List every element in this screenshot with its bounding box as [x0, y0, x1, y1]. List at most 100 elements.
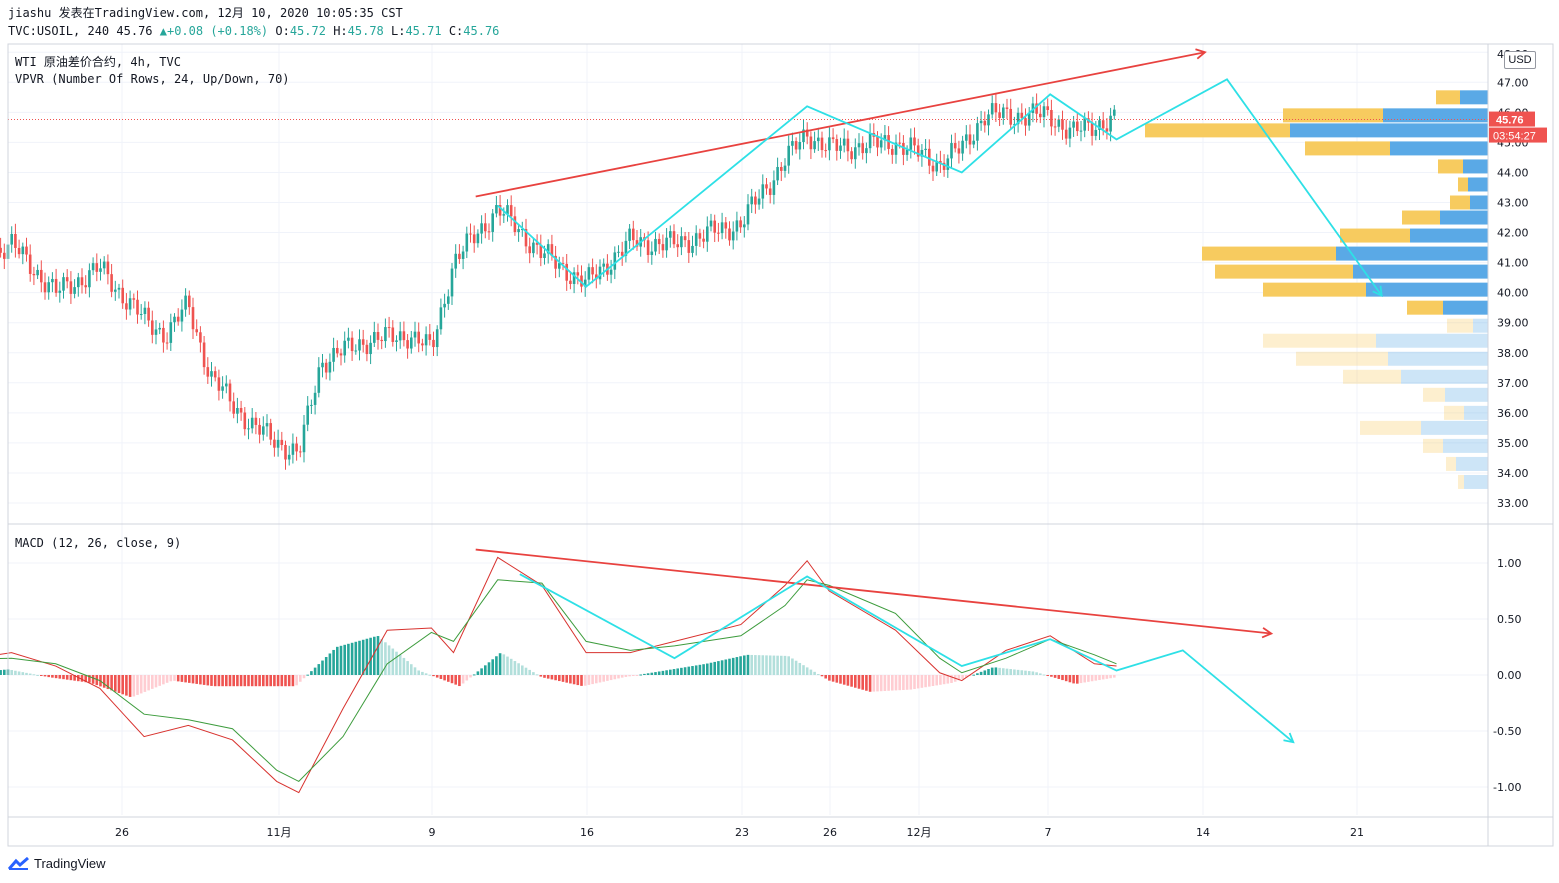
brand-text: TradingView	[34, 856, 106, 871]
candle-body	[868, 132, 872, 149]
macd-histogram-bar	[765, 655, 768, 675]
macd-histogram-bar	[213, 675, 217, 687]
candle-body	[310, 404, 313, 406]
macd-histogram-bar	[458, 675, 461, 687]
candle-body	[702, 238, 705, 242]
candle-body	[254, 417, 258, 425]
candle-body	[32, 273, 36, 276]
macd-histogram-bar	[835, 675, 839, 683]
candle-body	[491, 213, 494, 232]
candle-body	[461, 251, 465, 259]
price-tick-label: 37.00	[1497, 377, 1529, 390]
candle-body	[535, 242, 539, 245]
macd-histogram-bar	[1046, 675, 1049, 676]
vp-down-bar	[1423, 387, 1445, 402]
macd-legend[interactable]: MACD (12, 26, close, 9)	[15, 536, 182, 550]
macd-histogram-bar	[147, 675, 150, 691]
candle-body	[1046, 106, 1049, 111]
price-tick-label: 42.00	[1497, 227, 1529, 240]
macd-histogram-bar	[291, 675, 295, 687]
candle-body	[565, 263, 568, 281]
macd-histogram-bar	[839, 675, 842, 684]
macd-histogram-bar	[439, 675, 443, 679]
candle-body	[780, 166, 783, 171]
macd-trendline	[475, 548, 1272, 635]
macd-histogram-bar	[232, 675, 235, 687]
macd-histogram-bar	[465, 675, 469, 681]
macd-histogram-bar	[332, 649, 335, 675]
macd-histogram-bar	[236, 675, 239, 687]
macd-histogram-bar	[495, 656, 498, 675]
macd-histogram-bar	[306, 674, 309, 676]
macd-histogram-bar	[225, 675, 228, 687]
candle-body	[250, 417, 254, 429]
candle-body	[624, 240, 628, 256]
macd-histogram-bar	[243, 675, 247, 687]
instrument-legend[interactable]: WTI 原油差价合约, 4h, TVC	[15, 55, 181, 69]
candle-body	[965, 134, 968, 141]
candle-body	[136, 299, 139, 315]
macd-histogram-bar	[43, 675, 47, 677]
macd-histogram-bar	[683, 667, 687, 675]
candle-body	[776, 166, 779, 181]
candle-body	[498, 205, 502, 216]
macd-histogram-bar	[850, 675, 853, 687]
candle-body	[125, 303, 128, 310]
macd-histogram-bar	[1109, 675, 1112, 679]
vp-up-bar	[1473, 318, 1488, 333]
macd-histogram-bar	[169, 675, 173, 682]
candle-body	[350, 337, 354, 352]
macd-histogram-bar	[58, 675, 62, 679]
vp-down-bar	[1450, 195, 1470, 210]
macd-histogram-bar	[1064, 675, 1068, 682]
publish-info: jiashu 发表在TradingView.com, 12月 10, 2020 …	[8, 6, 403, 20]
macd-histogram-bar	[1083, 675, 1086, 683]
tradingview-footer[interactable]: TradingView	[8, 856, 106, 871]
vp-up-bar	[1463, 159, 1488, 174]
candle-body	[524, 228, 528, 247]
candle-body	[994, 103, 998, 113]
candle-body	[373, 332, 376, 343]
candle-body	[928, 148, 931, 166]
macd-projection-zigzag	[519, 573, 1294, 743]
macd-histogram-bar	[916, 675, 920, 689]
macd-histogram-bar	[336, 646, 339, 675]
candle-body	[539, 244, 543, 258]
candle-body	[1020, 112, 1024, 119]
vp-down-bar	[1446, 456, 1456, 471]
macd-histogram-bar	[580, 675, 583, 686]
macd-histogram-bar	[339, 645, 343, 675]
currency-badge[interactable]: USD	[1504, 51, 1536, 69]
candle-body	[484, 223, 487, 232]
candle-body	[1031, 103, 1035, 113]
candle-body	[276, 439, 280, 448]
macd-histogram-bar	[84, 675, 87, 683]
macd-histogram-bar	[10, 670, 13, 675]
macd-tick-label: -0.50	[1493, 725, 1521, 738]
macd-histogram-bar	[487, 662, 491, 675]
candle-body	[831, 137, 835, 140]
macd-histogram-bar	[165, 675, 169, 683]
candle-body	[62, 277, 65, 291]
macd-histogram-bar	[139, 675, 143, 694]
candle-body	[84, 285, 87, 288]
candle-body	[165, 342, 169, 344]
candle-body	[879, 140, 883, 148]
candle-body	[794, 141, 798, 150]
vp-down-bar	[1458, 177, 1468, 192]
candle-body	[169, 322, 173, 343]
candle-body	[683, 236, 687, 241]
high-label: H:	[333, 24, 348, 38]
candle-body	[343, 340, 346, 356]
candle-body	[609, 269, 613, 275]
candle-body	[247, 428, 250, 430]
vpvr-legend[interactable]: VPVR (Number Of Rows, 24, Up/Down, 70)	[15, 72, 290, 86]
macd-histogram-bar	[36, 674, 39, 676]
macd-histogram-bar	[195, 675, 198, 684]
candle-body	[291, 443, 295, 455]
candle-body	[598, 266, 602, 280]
macd-histogram-bar	[872, 675, 876, 692]
candle-body	[435, 329, 439, 348]
macd-histogram-bar	[262, 675, 265, 687]
